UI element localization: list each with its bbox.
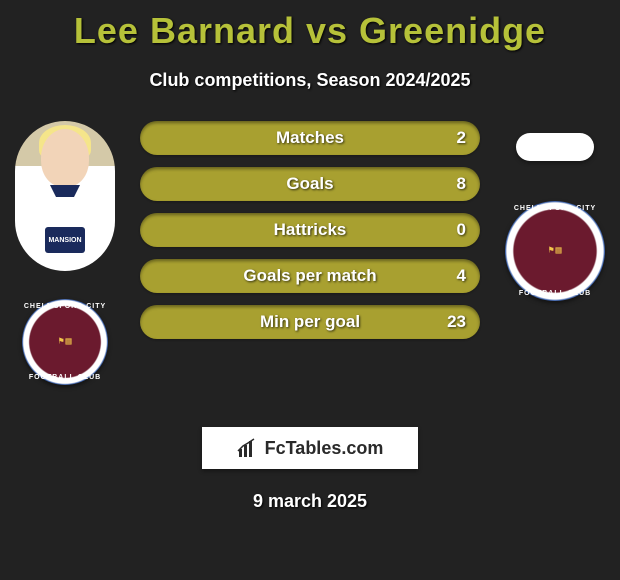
badge-text-bottom: FOOTBALL CLUB	[505, 290, 605, 297]
bar-value-player2: 0	[457, 220, 466, 240]
bar-label: Min per goal	[260, 312, 360, 332]
badge-text-bottom: FOOTBALL CLUB	[22, 374, 108, 381]
site-logo: FcTables.com	[202, 427, 418, 469]
player2-photo-placeholder	[516, 133, 594, 161]
site-logo-text: FcTables.com	[265, 438, 384, 459]
stat-bar: Hattricks 0	[140, 213, 480, 247]
subtitle: Club competitions, Season 2024/2025	[0, 70, 620, 91]
date-text: 9 march 2025	[0, 491, 620, 512]
player1-jersey-logo: MANSION	[45, 227, 85, 253]
stat-bar: Goals per match 4	[140, 259, 480, 293]
page-title: Lee Barnard vs Greenidge	[0, 0, 620, 52]
title-text: Lee Barnard vs Greenidge	[74, 10, 546, 51]
chart-icon	[237, 437, 259, 459]
stat-bar: Goals 8	[140, 167, 480, 201]
stat-bar: Min per goal 23	[140, 305, 480, 339]
bar-label: Goals per match	[243, 266, 376, 286]
player2-club-badge: CHELMSFORD CITY ⚑▦ FOOTBALL CLUB	[505, 201, 605, 301]
badge-text-top: CHELMSFORD CITY	[505, 205, 605, 212]
bar-value-player2: 23	[447, 312, 466, 332]
stat-bars: Matches 2 Goals 8 Hattricks 0 Goals per match 4…	[120, 121, 500, 351]
badge-inner-icon: ⚑▦	[58, 338, 73, 347]
stat-bar: Matches 2	[140, 121, 480, 155]
bar-value-player2: 4	[457, 266, 466, 286]
bar-value-player2: 8	[457, 174, 466, 194]
bar-label: Hattricks	[274, 220, 347, 240]
player1-column: MANSION CHELMSFORD CITY ⚑▦ FOOTBALL CLUB	[10, 121, 120, 385]
badge-text-top: CHELMSFORD CITY	[22, 303, 108, 310]
badge-inner-icon: ⚑▦	[548, 247, 563, 256]
player1-club-badge: CHELMSFORD CITY ⚑▦ FOOTBALL CLUB	[22, 299, 108, 385]
player1-photo: MANSION	[15, 121, 115, 271]
player2-column: CHELMSFORD CITY ⚑▦ FOOTBALL CLUB	[500, 121, 610, 301]
bar-label: Goals	[286, 174, 333, 194]
player1-collar	[50, 185, 80, 197]
bar-value-player2: 2	[457, 128, 466, 148]
comparison-content: MANSION CHELMSFORD CITY ⚑▦ FOOTBALL CLUB…	[0, 121, 620, 385]
player1-head	[41, 129, 89, 187]
bar-label: Matches	[276, 128, 344, 148]
